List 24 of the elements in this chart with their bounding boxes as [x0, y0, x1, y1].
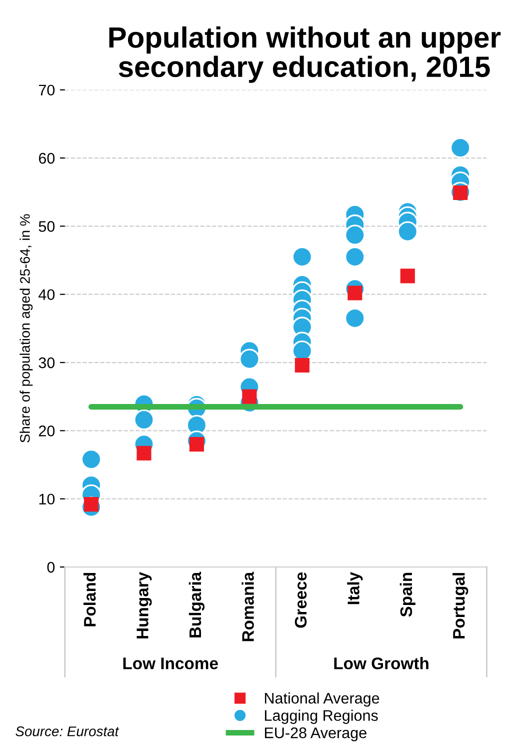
x-tick-label: Bulgaria	[188, 572, 205, 638]
text: Low Growth	[334, 657, 428, 670]
y-tick-label: 10	[39, 494, 55, 505]
legend-label: National Average	[264, 692, 380, 707]
legend-label: EU-28 Average	[264, 727, 366, 742]
source-note: Source: Eurostat	[16, 726, 120, 736]
x-tick-label: Hungary	[136, 572, 152, 638]
y-tick-label: 0	[47, 562, 55, 573]
y-tick-label: 20	[38, 426, 55, 436]
y-axis-title: Share of population aged 25-64, in %	[20, 214, 33, 442]
text: Low Income	[123, 658, 218, 670]
x-tick-label: Poland	[83, 572, 96, 626]
x-tick-label: Romania	[242, 572, 254, 642]
x-tick-label: Italy	[347, 572, 363, 604]
y-tick-label: 40	[38, 289, 55, 300]
x-tick-label: Greece	[294, 572, 307, 628]
x-tick-label: Spain	[400, 572, 416, 617]
y-tick-label: 30	[38, 357, 55, 368]
legend-label: Lagging Regions	[264, 710, 378, 724]
chart-title: Population without an upper secondary education, 2015	[109, 26, 501, 83]
y-tick-label: 50	[38, 221, 55, 232]
y-tick-label: 60	[38, 152, 55, 164]
y-tick-label: 70	[38, 84, 55, 96]
x-tick-label: Portugal	[452, 573, 468, 638]
